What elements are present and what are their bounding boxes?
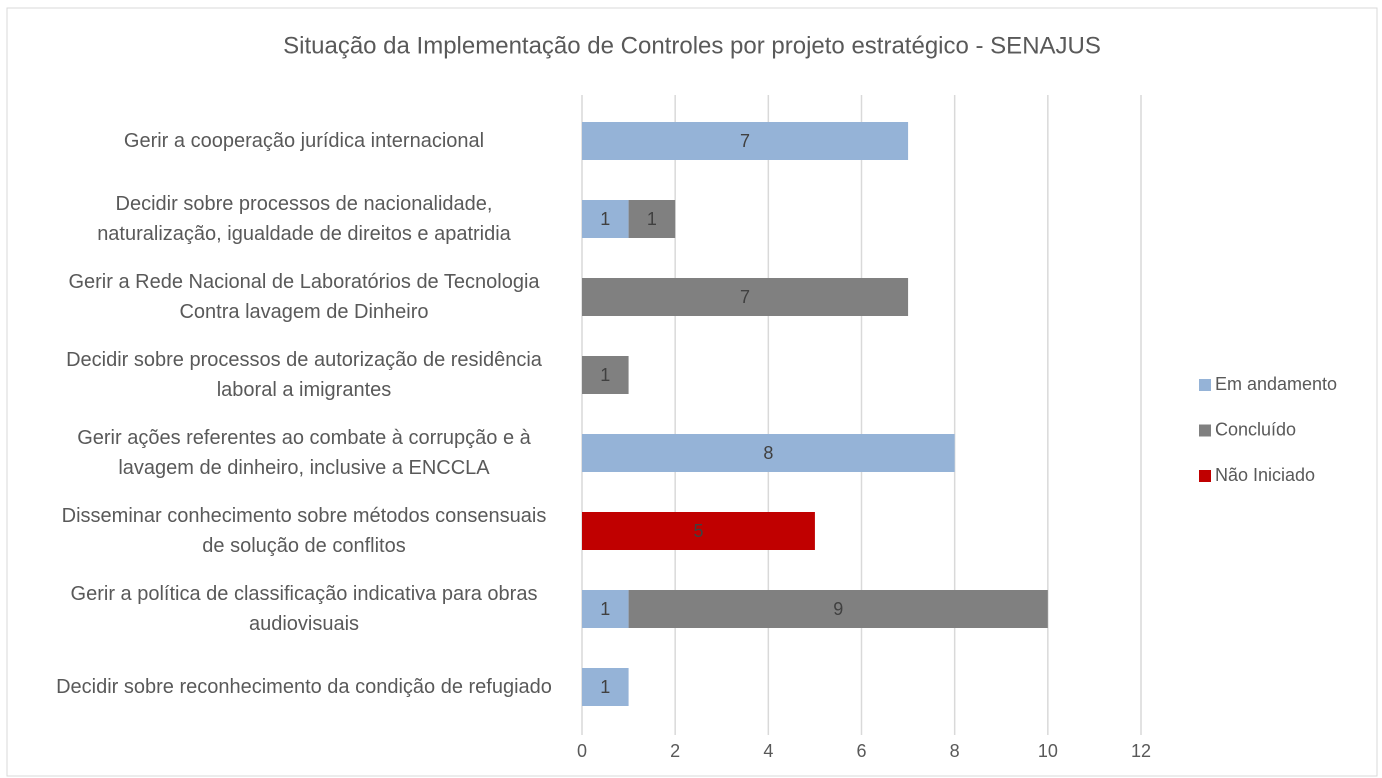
y-tick-label: Disseminar conhecimento sobre métodos co… <box>61 505 547 557</box>
y-tick-label: Gerir a política de classificação indica… <box>70 583 538 635</box>
data-label: 8 <box>763 443 773 463</box>
legend-label: Em andamento <box>1215 374 1337 394</box>
data-label: 1 <box>600 365 610 385</box>
bar <box>628 590 1048 628</box>
x-tick-label: 12 <box>1131 741 1151 761</box>
bar <box>582 122 909 160</box>
data-label: 1 <box>600 209 610 229</box>
data-label: 7 <box>740 131 750 151</box>
chart-border <box>6 7 1378 777</box>
y-tick-label: Gerir ações referentes ao combate à corr… <box>77 427 531 479</box>
y-tick-label: Gerir a Rede Nacional de Laboratórios de… <box>68 271 540 323</box>
bar <box>582 668 629 706</box>
legend-swatch <box>1199 424 1211 437</box>
x-tick-label: 2 <box>670 741 680 761</box>
x-tick-label: 6 <box>856 741 866 761</box>
chart-title: Situação da Implementação de Controles p… <box>283 32 1101 59</box>
legend-swatch <box>1199 379 1211 391</box>
data-label: 1 <box>600 599 610 619</box>
bar <box>628 200 676 238</box>
y-tick-label: Decidir sobre reconhecimento da condição… <box>56 676 552 698</box>
legend-label: Concluído <box>1215 419 1296 439</box>
bar <box>582 200 629 238</box>
x-tick-label: 10 <box>1038 741 1058 761</box>
data-label: 1 <box>647 209 657 229</box>
data-label: 9 <box>833 599 843 619</box>
x-tick-label: 0 <box>577 741 587 761</box>
bar <box>582 278 909 316</box>
data-label: 1 <box>600 677 610 697</box>
y-tick-label: Gerir a cooperação jurídica internaciona… <box>123 130 485 152</box>
legend-swatch <box>1199 470 1211 482</box>
bar <box>582 512 815 550</box>
bar <box>582 434 955 472</box>
x-tick-label: 8 <box>950 741 960 761</box>
y-tick-label: Decidir sobre processos de autorização d… <box>66 349 542 401</box>
legend-label: Não Iniciado <box>1215 465 1315 485</box>
bar <box>582 356 629 394</box>
y-tick-label: Decidir sobre processos de nacionalidade… <box>97 193 511 245</box>
x-tick-label: 4 <box>763 741 773 761</box>
data-label: 5 <box>693 521 703 541</box>
bar <box>582 590 629 628</box>
data-label: 7 <box>740 287 750 307</box>
